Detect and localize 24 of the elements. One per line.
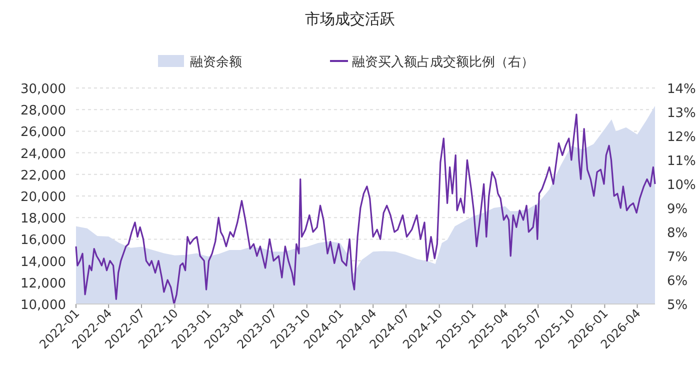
y-tick-label: 12,000 — [20, 276, 66, 292]
y2-tick-label: 10% — [667, 178, 696, 193]
legend-label: 融资余额 — [190, 55, 242, 70]
y-tick-label: 26,000 — [20, 125, 66, 140]
y2-tick-label: 12% — [667, 130, 696, 145]
y-tick-label: 10,000 — [20, 298, 66, 313]
y2-tick-label: 14% — [667, 82, 696, 97]
y-tick-label: 14,000 — [20, 254, 66, 270]
y2-tick-label: 5% — [667, 298, 688, 313]
y2-tick-label: 7% — [667, 250, 688, 265]
y-tick-label: 30,000 — [20, 82, 66, 97]
y2-tick-label: 11% — [667, 154, 696, 169]
y-tick-label: 28,000 — [20, 104, 66, 119]
y-tick-label: 20,000 — [20, 190, 66, 205]
y-tick-label: 16,000 — [20, 233, 66, 248]
y2-tick-label: 13% — [667, 106, 696, 121]
y2-tick-label: 8% — [667, 226, 688, 241]
y2-tick-label: 9% — [667, 202, 688, 217]
y-tick-label: 18,000 — [20, 212, 66, 227]
y-tick-label: 22,000 — [20, 168, 66, 184]
chart-title: 市场成交活跃 — [305, 10, 395, 28]
y2-tick-label: 6% — [667, 274, 688, 289]
legend-label: 融资买入额占成交额比例（右） — [352, 54, 534, 70]
y-tick-label: 24,000 — [20, 146, 66, 162]
